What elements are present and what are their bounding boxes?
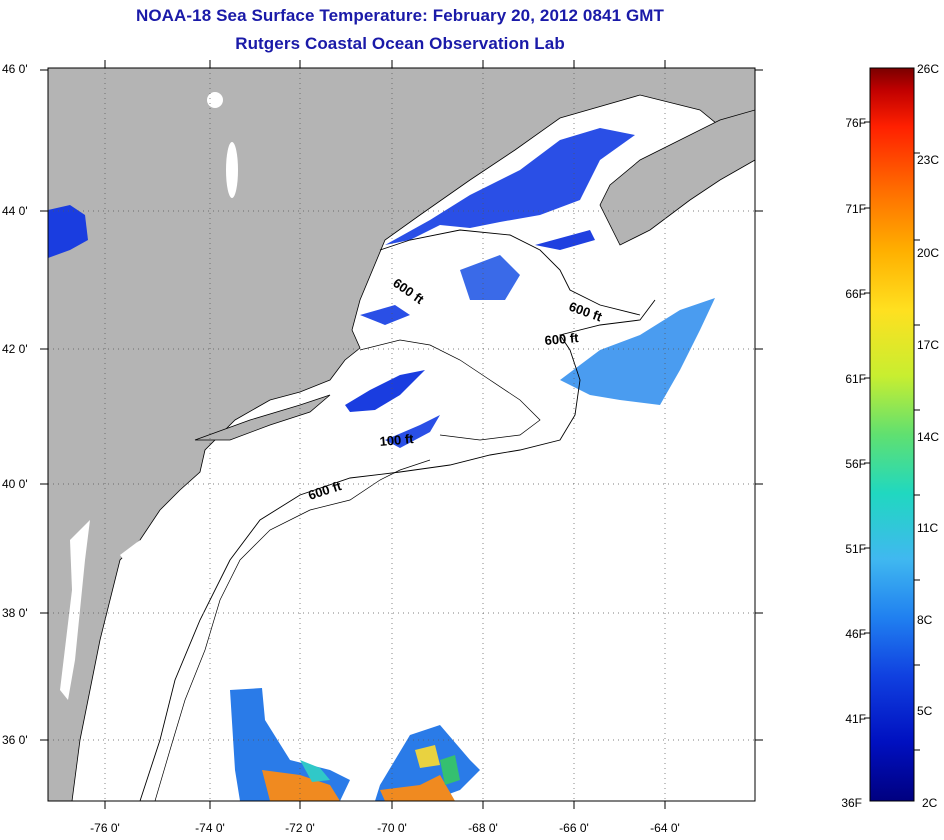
lat-label-38: 38 0' bbox=[2, 606, 28, 620]
map-frame bbox=[47, 67, 756, 802]
lat-label-42: 42 0' bbox=[2, 342, 28, 356]
lon-label-64: -64 0' bbox=[650, 821, 680, 835]
contour-600ft-gulf bbox=[379, 229, 641, 316]
colorbar-fahrenheit-36: 36F bbox=[841, 796, 862, 810]
colorbar-celsius-23: 23C bbox=[917, 153, 939, 167]
colorbar-fahrenheit-76: 76F bbox=[845, 116, 866, 130]
colorbar-ticks bbox=[864, 121, 920, 751]
colorbar-fahrenheit-56: 56F bbox=[845, 457, 866, 471]
sst-georges-bank bbox=[560, 298, 715, 405]
lake-ontario-sst bbox=[48, 205, 88, 258]
lon-label-76: -76 0' bbox=[90, 821, 120, 835]
colorbar-celsius-14: 14C bbox=[917, 430, 939, 444]
lon-label-66: -66 0' bbox=[559, 821, 589, 835]
contour-label-georges: 600 ft bbox=[544, 330, 580, 348]
lon-label-70: -70 0' bbox=[377, 821, 407, 835]
colorbar-celsius-11: 11C bbox=[917, 521, 938, 535]
colorbar-celsius-5: 5C bbox=[917, 704, 933, 718]
contour-600ft-shelf bbox=[139, 299, 656, 801]
colorbar-celsius-2: 2C bbox=[922, 796, 938, 810]
map-panel bbox=[48, 68, 755, 801]
colorbar-fahrenheit-46: 46F bbox=[845, 627, 866, 641]
colorbar-fahrenheit-41: 41F bbox=[845, 712, 866, 726]
lon-label-68: -68 0' bbox=[468, 821, 498, 835]
lon-label-74: -74 0' bbox=[195, 821, 225, 835]
lon-label-72: -72 0' bbox=[285, 821, 315, 835]
colorbar-celsius-8: 8C bbox=[917, 613, 933, 627]
lat-label-44: 44 0' bbox=[2, 204, 28, 218]
land-us-east bbox=[48, 68, 755, 801]
map-subtitle: Rutgers Coastal Ocean Observation Lab bbox=[235, 34, 565, 53]
colorbar bbox=[869, 67, 915, 802]
colorbar-fahrenheit-66: 66F bbox=[845, 287, 866, 301]
map-title: NOAA-18 Sea Surface Temperature: Februar… bbox=[135, 6, 665, 25]
colorbar-celsius-26: 26C bbox=[917, 62, 939, 76]
lat-label-40: 40 0' bbox=[2, 477, 28, 491]
land-long-island bbox=[194, 394, 331, 441]
graticule bbox=[48, 68, 755, 801]
colorbar-fahrenheit-61: 61F bbox=[845, 372, 866, 386]
contour-label-100ft: 100 ft bbox=[379, 431, 415, 449]
colorbar-fahrenheit-71: 71F bbox=[845, 202, 866, 216]
lat-label-46: 46 0' bbox=[2, 62, 28, 76]
colorbar-celsius-20: 20C bbox=[917, 246, 939, 260]
colorbar-celsius-17: 17C bbox=[917, 338, 939, 352]
lat-label-36: 36 0' bbox=[2, 733, 28, 747]
sst-gulf-of-maine bbox=[385, 128, 635, 245]
colorbar-fahrenheit-51: 51F bbox=[845, 542, 866, 556]
